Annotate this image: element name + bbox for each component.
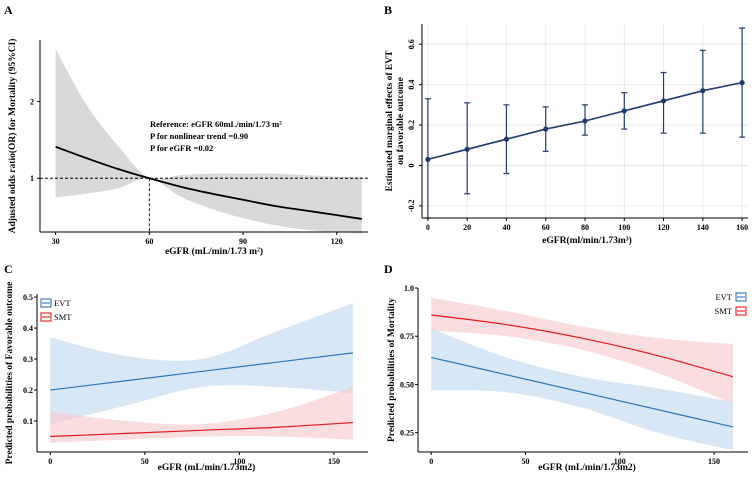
x-tick-label: 160: [736, 223, 748, 232]
ci-band: [55, 49, 362, 234]
x-tick-label: 140: [697, 223, 709, 232]
x-tick-label: 60: [542, 223, 550, 232]
y-tick-label: 0.4: [407, 80, 416, 90]
y-tick-label: 1.0: [404, 284, 414, 293]
annotation: P for nonlinear trend =0.90: [150, 131, 248, 141]
data-point: [660, 98, 667, 104]
panel-c-chart: 0 50 100 150 0.1 0.2 0.3 0.4 0.5 eGFR (mL/min/1.7…: [5, 282, 368, 473]
y-axis-label-line-1: Estimated marginal effects of EVT: [385, 50, 395, 192]
x-tick-label: 50: [141, 457, 149, 466]
x-tick-label: 40: [502, 223, 510, 232]
annotation: P for eGFR =0.02: [150, 143, 213, 153]
y-axis-label: Predicted probabilities of Mortality: [387, 298, 397, 442]
y-axis-label: Predicted probabilities of Favorable out…: [5, 282, 15, 465]
y-tick-label: 0: [407, 163, 416, 167]
legend-swatch-smt: [40, 312, 52, 322]
legend-label-smt: SMT: [54, 312, 72, 322]
x-tick-label: 100: [614, 457, 626, 466]
x-tick-label: 50: [521, 457, 529, 466]
x-tick-label: 30: [52, 237, 60, 246]
x-tick-label: 0: [426, 223, 430, 232]
x-tick-label: 60: [145, 237, 153, 246]
panel-letter-a: A: [4, 3, 13, 17]
x-tick-label: 100: [618, 223, 630, 232]
data-point: [700, 88, 706, 94]
panel-letter-b: B: [384, 3, 392, 17]
legend-swatch-evt: [735, 292, 747, 302]
annotation: Reference: eGFR 60mL/min/1.73 m²: [150, 119, 282, 129]
ci-band-evt: [50, 303, 353, 425]
ci-band-smt: [50, 386, 353, 443]
x-axis-label: eGFR(ml/min/1.73m³): [542, 235, 632, 246]
x-axis-label: eGFR (mL/min/1.73m2): [158, 462, 256, 473]
x-tick-label: 0: [48, 457, 52, 466]
or-curve: [55, 145, 362, 220]
legend-label-evt: EVT: [54, 298, 71, 308]
data-point: [464, 146, 470, 152]
panel-letter-d: D: [384, 262, 393, 276]
y-tick-label: -0.2: [407, 200, 416, 213]
y-tick-label: 2: [30, 97, 34, 106]
y-tick-label: 0.4: [23, 324, 33, 333]
ci-band-evt: [431, 328, 733, 451]
x-tick-label: 120: [331, 237, 343, 246]
panel-a-chart: 30 60 90 120 1 2 eGFR (mL/min/1.73 m²) Adjusted…: [7, 39, 368, 257]
y-tick-label: 0.5: [23, 293, 33, 302]
data-point: [543, 126, 549, 132]
y-tick-label: 0.75: [400, 332, 414, 341]
legend-swatch-evt: [40, 298, 52, 308]
legend-swatch-smt: [735, 306, 747, 316]
panel-b-chart: 0 20 40 60 80 100 120 140 160 -0.2 0 0.2 0.4 0.6 eGFR(…: [385, 24, 748, 246]
y-tick-label: 0.2: [23, 386, 33, 395]
legend-label-evt: EVT: [715, 292, 732, 302]
y-tick-label: 0.2: [407, 120, 416, 130]
data-point: [621, 108, 627, 114]
x-tick-label: 0: [429, 457, 433, 466]
x-tick-label: 20: [463, 223, 471, 232]
x-tick-label: 150: [328, 457, 340, 466]
x-tick-label: 100: [233, 457, 245, 466]
x-tick-label: 80: [581, 223, 589, 232]
data-point: [739, 80, 745, 86]
panel-letter-c: C: [4, 262, 13, 276]
series-line-evt: [431, 356, 734, 428]
series-line-smt: [50, 421, 353, 438]
data-point: [582, 118, 588, 124]
y-tick-label: 1: [30, 174, 34, 183]
y-tick-label: 0.6: [407, 39, 416, 49]
x-axis-label: eGFR (mL/min/1.73 m²): [165, 246, 263, 257]
y-tick-label: 0.3: [23, 355, 33, 364]
legend-label-smt: SMT: [715, 306, 733, 316]
series-line-evt: [50, 352, 353, 391]
y-tick-label: 0.1: [23, 417, 33, 426]
y-tick-label: 0.25: [400, 429, 414, 438]
x-tick-label: 120: [658, 223, 670, 232]
x-tick-label: 90: [239, 237, 247, 246]
y-tick-label: 0.50: [400, 380, 414, 389]
y-axis-label-line-2: on favorable outcome: [396, 77, 406, 165]
panel-d-chart: 0 50 100 150 0.25 0.50 0.75 1.0 eGFR (mL/min/1.7…: [387, 284, 748, 473]
y-axis-label: Adjusted odds ratio(OR) for Mortality (9…: [7, 39, 18, 234]
x-tick-label: 150: [708, 457, 720, 466]
x-axis-label: eGFR (mL/min/1.73m2): [538, 462, 636, 473]
series-line-smt: [431, 314, 734, 378]
data-point: [425, 156, 431, 162]
data-point: [503, 136, 510, 142]
